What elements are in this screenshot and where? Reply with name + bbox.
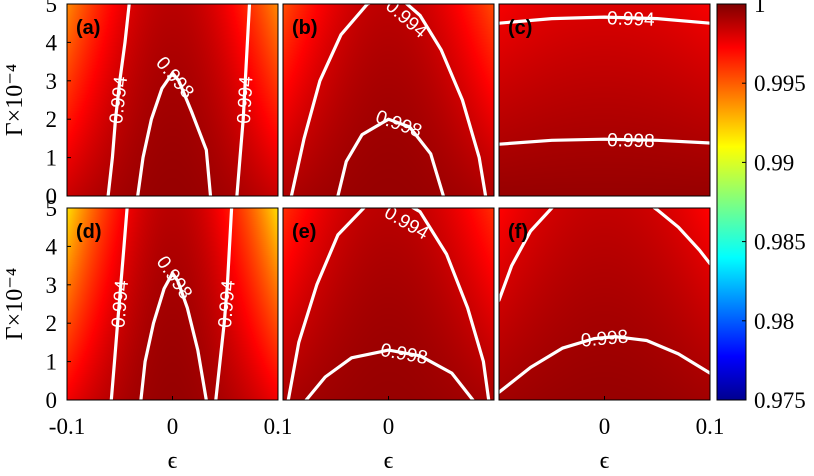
contour-lines [499, 15, 710, 146]
contour-0-994 [235, 4, 252, 196]
contour-lines [109, 208, 234, 400]
colorbar: 1 0.995 0.99 0.985 0.98 0.975 [716, 0, 806, 413]
y-axis-label: Γ×10⁻⁴ [2, 64, 28, 136]
contour-label-text: 0.994 [607, 8, 656, 30]
contour-label-text: 0.998 [607, 130, 655, 152]
colorbar-tick-label: 1 [754, 0, 766, 17]
heatmap-image [67, 208, 278, 400]
contour-lines [499, 208, 710, 394]
y-tick-label: 4 [46, 234, 58, 259]
y-tick-label: 2 [46, 311, 58, 336]
panel-f: 0.998 (f) 0 0.1 ϵ [498, 207, 725, 474]
x-tick-label: 0.1 [264, 414, 293, 439]
contour-0-998 [136, 71, 213, 196]
colorbar-gradient [716, 3, 747, 401]
contour-label-text: 0.994 [106, 75, 132, 125]
heatmap-image [283, 208, 494, 400]
colorbar-tick-label: 0.985 [754, 230, 806, 255]
contour-0-994 [499, 15, 710, 25]
x-axis-label: ϵ [384, 448, 394, 474]
x-tick-label: 0 [599, 414, 611, 439]
y-tick-label: 1 [46, 146, 58, 171]
contour-0-998 [499, 137, 710, 146]
colorbar-tick-label: 0.975 [754, 388, 806, 413]
contour-0-998 [499, 335, 710, 394]
colorbar-ticks: 1 0.995 0.99 0.985 0.98 0.975 [742, 0, 806, 413]
contour-0-994 [499, 208, 555, 302]
axes-frame [498, 3, 711, 197]
heatmap-image [499, 4, 710, 196]
x-tick-label: -0.1 [49, 414, 85, 439]
contour-label: 0.998 [607, 130, 655, 152]
contour-lines [289, 4, 488, 196]
x-tick-label: 0.1 [696, 414, 725, 439]
y-tick-label: 2 [46, 107, 58, 132]
contour-0-994 [651, 208, 710, 266]
y-tick-label: 0 [46, 184, 58, 209]
colorbar-tick-label: 0.98 [754, 309, 794, 334]
panel-c: 0.994 0.998 (c) [498, 3, 711, 197]
contour-lines [106, 4, 252, 196]
y-tick-label: 0 [46, 388, 58, 413]
contour-label-text: 0.994 [234, 75, 258, 124]
contour-label: 0.994 [106, 75, 132, 125]
contour-0-998 [304, 348, 475, 400]
contour-0-994 [289, 4, 488, 196]
contour-0-994 [106, 4, 131, 196]
contour-0-998 [139, 271, 208, 400]
y-tick-label: 5 [46, 196, 58, 221]
contour-lines [286, 208, 491, 400]
colorbar-tick-label: 0.99 [754, 150, 794, 175]
x-tick-label: 0 [167, 414, 179, 439]
panel-label: (d) [76, 221, 102, 243]
panel-label: (a) [76, 17, 100, 39]
contour-0-998 [336, 117, 445, 196]
colorbar-tick-label: 0.995 [754, 71, 806, 96]
contour-label: 0.994 [234, 75, 258, 124]
x-axis-label: ϵ [600, 448, 610, 474]
y-axis-label: Γ×10⁻⁴ [2, 268, 28, 340]
y-tick-label: 3 [46, 69, 58, 94]
y-tick-label: 5 [46, 0, 58, 17]
panel-label: (f) [508, 221, 528, 243]
contour-label: 0.994 [215, 279, 240, 329]
x-tick-label: 0 [383, 414, 395, 439]
panel-label: (c) [508, 17, 532, 39]
panel-label: (b) [292, 17, 318, 39]
contour-0-994 [286, 208, 491, 400]
x-axis-label: ϵ [168, 448, 178, 474]
contour-0-994 [109, 208, 129, 400]
contour-label: 0.994 [108, 279, 133, 329]
heatmap-image [283, 4, 494, 196]
panel-label: (e) [292, 221, 316, 243]
y-tick-label: 4 [46, 30, 58, 55]
heatmap-image [499, 208, 710, 400]
axes-frame [282, 3, 495, 197]
y-tick-label: 1 [46, 350, 58, 375]
contour-0-994 [214, 208, 234, 400]
contour-label: 0.998 [580, 326, 629, 351]
contour-label-text: 0.998 [580, 326, 629, 351]
contour-label: 0.994 [607, 8, 656, 30]
contour-label-text: 0.994 [215, 279, 240, 329]
contour-label-text: 0.994 [108, 279, 133, 329]
y-tick-label: 3 [46, 273, 58, 298]
axes-frame [66, 3, 279, 197]
subplot-grid: 0.994 0.9940.998(a)012345Γ×10⁻⁴0.9940.998… [2, 0, 724, 474]
